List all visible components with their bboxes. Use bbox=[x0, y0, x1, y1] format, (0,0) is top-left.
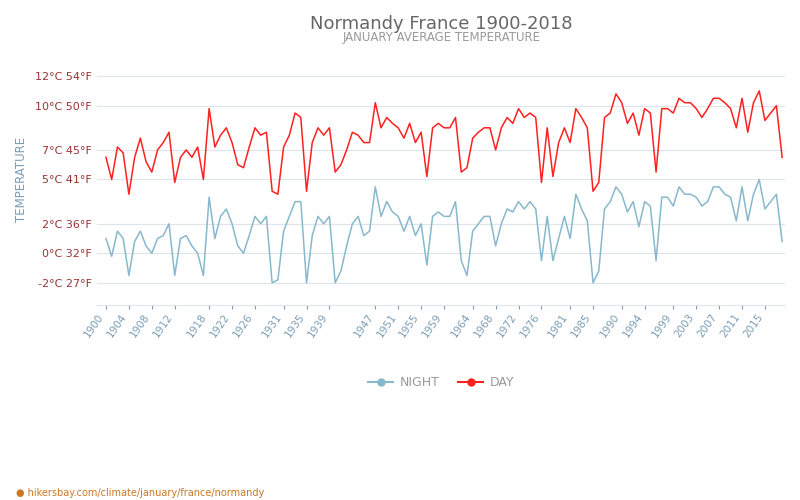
Legend: NIGHT, DAY: NIGHT, DAY bbox=[363, 371, 519, 394]
Text: ● hikersbay.com/climate/january/france/normandy: ● hikersbay.com/climate/january/france/n… bbox=[16, 488, 264, 498]
Title: Normandy France 1900-2018: Normandy France 1900-2018 bbox=[310, 15, 573, 33]
Y-axis label: TEMPERATURE: TEMPERATURE bbox=[15, 137, 28, 222]
Text: JANUARY AVERAGE TEMPERATURE: JANUARY AVERAGE TEMPERATURE bbox=[342, 31, 540, 44]
